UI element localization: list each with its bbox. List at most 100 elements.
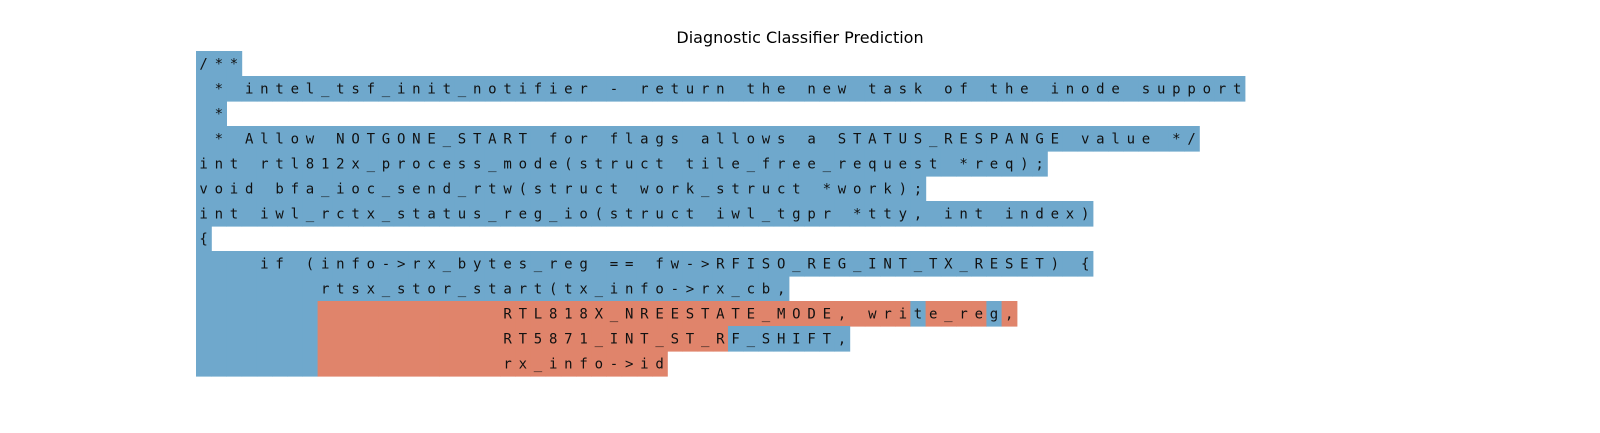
token-char: r	[519, 282, 527, 298]
token-cell	[1092, 126, 1109, 152]
token-char: w	[671, 257, 680, 273]
token-char: r	[640, 82, 648, 98]
token-cell	[652, 276, 668, 302]
token-cell	[667, 326, 683, 352]
token-cell	[788, 151, 805, 177]
token-char: F	[731, 257, 739, 273]
token-cell	[971, 126, 987, 152]
token-cell	[956, 126, 972, 152]
token-char: _	[701, 182, 710, 198]
token-char: (	[519, 182, 527, 198]
token-cell	[1032, 251, 1048, 277]
token-cell	[515, 251, 531, 277]
token-cell	[241, 301, 258, 327]
token-char: x	[427, 257, 435, 273]
token-cell	[515, 126, 531, 152]
token-char: I	[747, 257, 755, 273]
token-cell	[272, 201, 288, 227]
token-cell	[408, 251, 425, 277]
token-char: i	[549, 82, 557, 98]
token-cell	[484, 201, 501, 227]
token-cell	[378, 326, 440, 352]
token-cell	[712, 301, 729, 327]
token-char: t	[412, 207, 420, 223]
token-cell	[302, 151, 319, 177]
token-char: f	[351, 257, 359, 273]
token-char: e	[1051, 207, 1059, 223]
token-char: S	[671, 332, 679, 348]
token-cell	[378, 176, 395, 202]
token-char: I	[868, 257, 876, 273]
token-char: )	[1081, 207, 1089, 223]
token-char: o	[519, 157, 527, 173]
token-char: n	[412, 82, 420, 98]
token-cell	[332, 251, 349, 277]
token-cell	[1153, 126, 1170, 152]
token-char: _	[959, 257, 968, 273]
token-char: 1	[564, 307, 572, 323]
token-cell	[606, 301, 623, 327]
token-char: e	[549, 157, 557, 173]
token-char: _	[792, 257, 801, 273]
token-char: _	[701, 332, 710, 348]
token-cell	[940, 126, 957, 152]
token-cell	[849, 301, 866, 327]
token-char: i	[321, 257, 329, 273]
token-char: o	[291, 132, 299, 148]
token-cell	[591, 301, 607, 327]
token-char: E	[823, 257, 831, 273]
token-cell	[211, 51, 227, 77]
token-cell	[864, 176, 881, 202]
token-char: t	[1233, 82, 1241, 98]
token-char: r	[579, 82, 587, 98]
token-cell	[1168, 76, 1185, 102]
token-char: v	[199, 182, 207, 198]
token-char: t	[731, 182, 739, 198]
token-char: _	[595, 332, 604, 348]
token-cell	[652, 126, 668, 152]
token-char: r	[975, 157, 983, 173]
token-cell	[226, 276, 243, 302]
token-cell	[1077, 126, 1094, 152]
token-cell	[636, 201, 653, 227]
token-char: 1	[579, 332, 587, 348]
token-cell	[804, 151, 820, 177]
token-cell	[469, 201, 486, 227]
token-char: o	[579, 207, 587, 223]
token-cell	[211, 301, 227, 327]
token-char: g	[579, 257, 587, 273]
token-char: i	[260, 257, 268, 273]
token-char: x	[519, 357, 527, 373]
token-char: P	[990, 132, 998, 148]
token-cell	[986, 201, 1003, 227]
token-cell	[1108, 76, 1124, 102]
token-cell	[545, 351, 562, 377]
token-cell	[621, 126, 638, 152]
token-char: R	[503, 307, 512, 323]
token-char: c	[367, 182, 375, 198]
token-char: E	[959, 132, 967, 148]
token-char: r	[1218, 82, 1226, 98]
token-char: x	[716, 282, 724, 298]
token-cell	[272, 126, 288, 152]
token-char: n	[215, 157, 223, 173]
token-cell	[302, 276, 319, 302]
token-cell	[682, 126, 699, 152]
token-cell	[606, 176, 623, 202]
token-cell	[348, 176, 364, 202]
token-char: A	[1005, 132, 1014, 148]
token-char: l	[716, 132, 724, 148]
token-char: r	[671, 182, 679, 198]
token-cell	[530, 176, 547, 202]
token-char: A	[488, 132, 497, 148]
token-cell	[196, 276, 212, 302]
token-cell	[241, 201, 258, 227]
token-char: i	[230, 182, 238, 198]
token-char: _	[458, 182, 467, 198]
token-cell	[196, 126, 212, 152]
token-char: _	[306, 207, 315, 223]
token-cell	[500, 76, 516, 102]
token-cell	[728, 201, 744, 227]
token-cell	[652, 351, 668, 377]
token-char: _	[823, 157, 832, 173]
